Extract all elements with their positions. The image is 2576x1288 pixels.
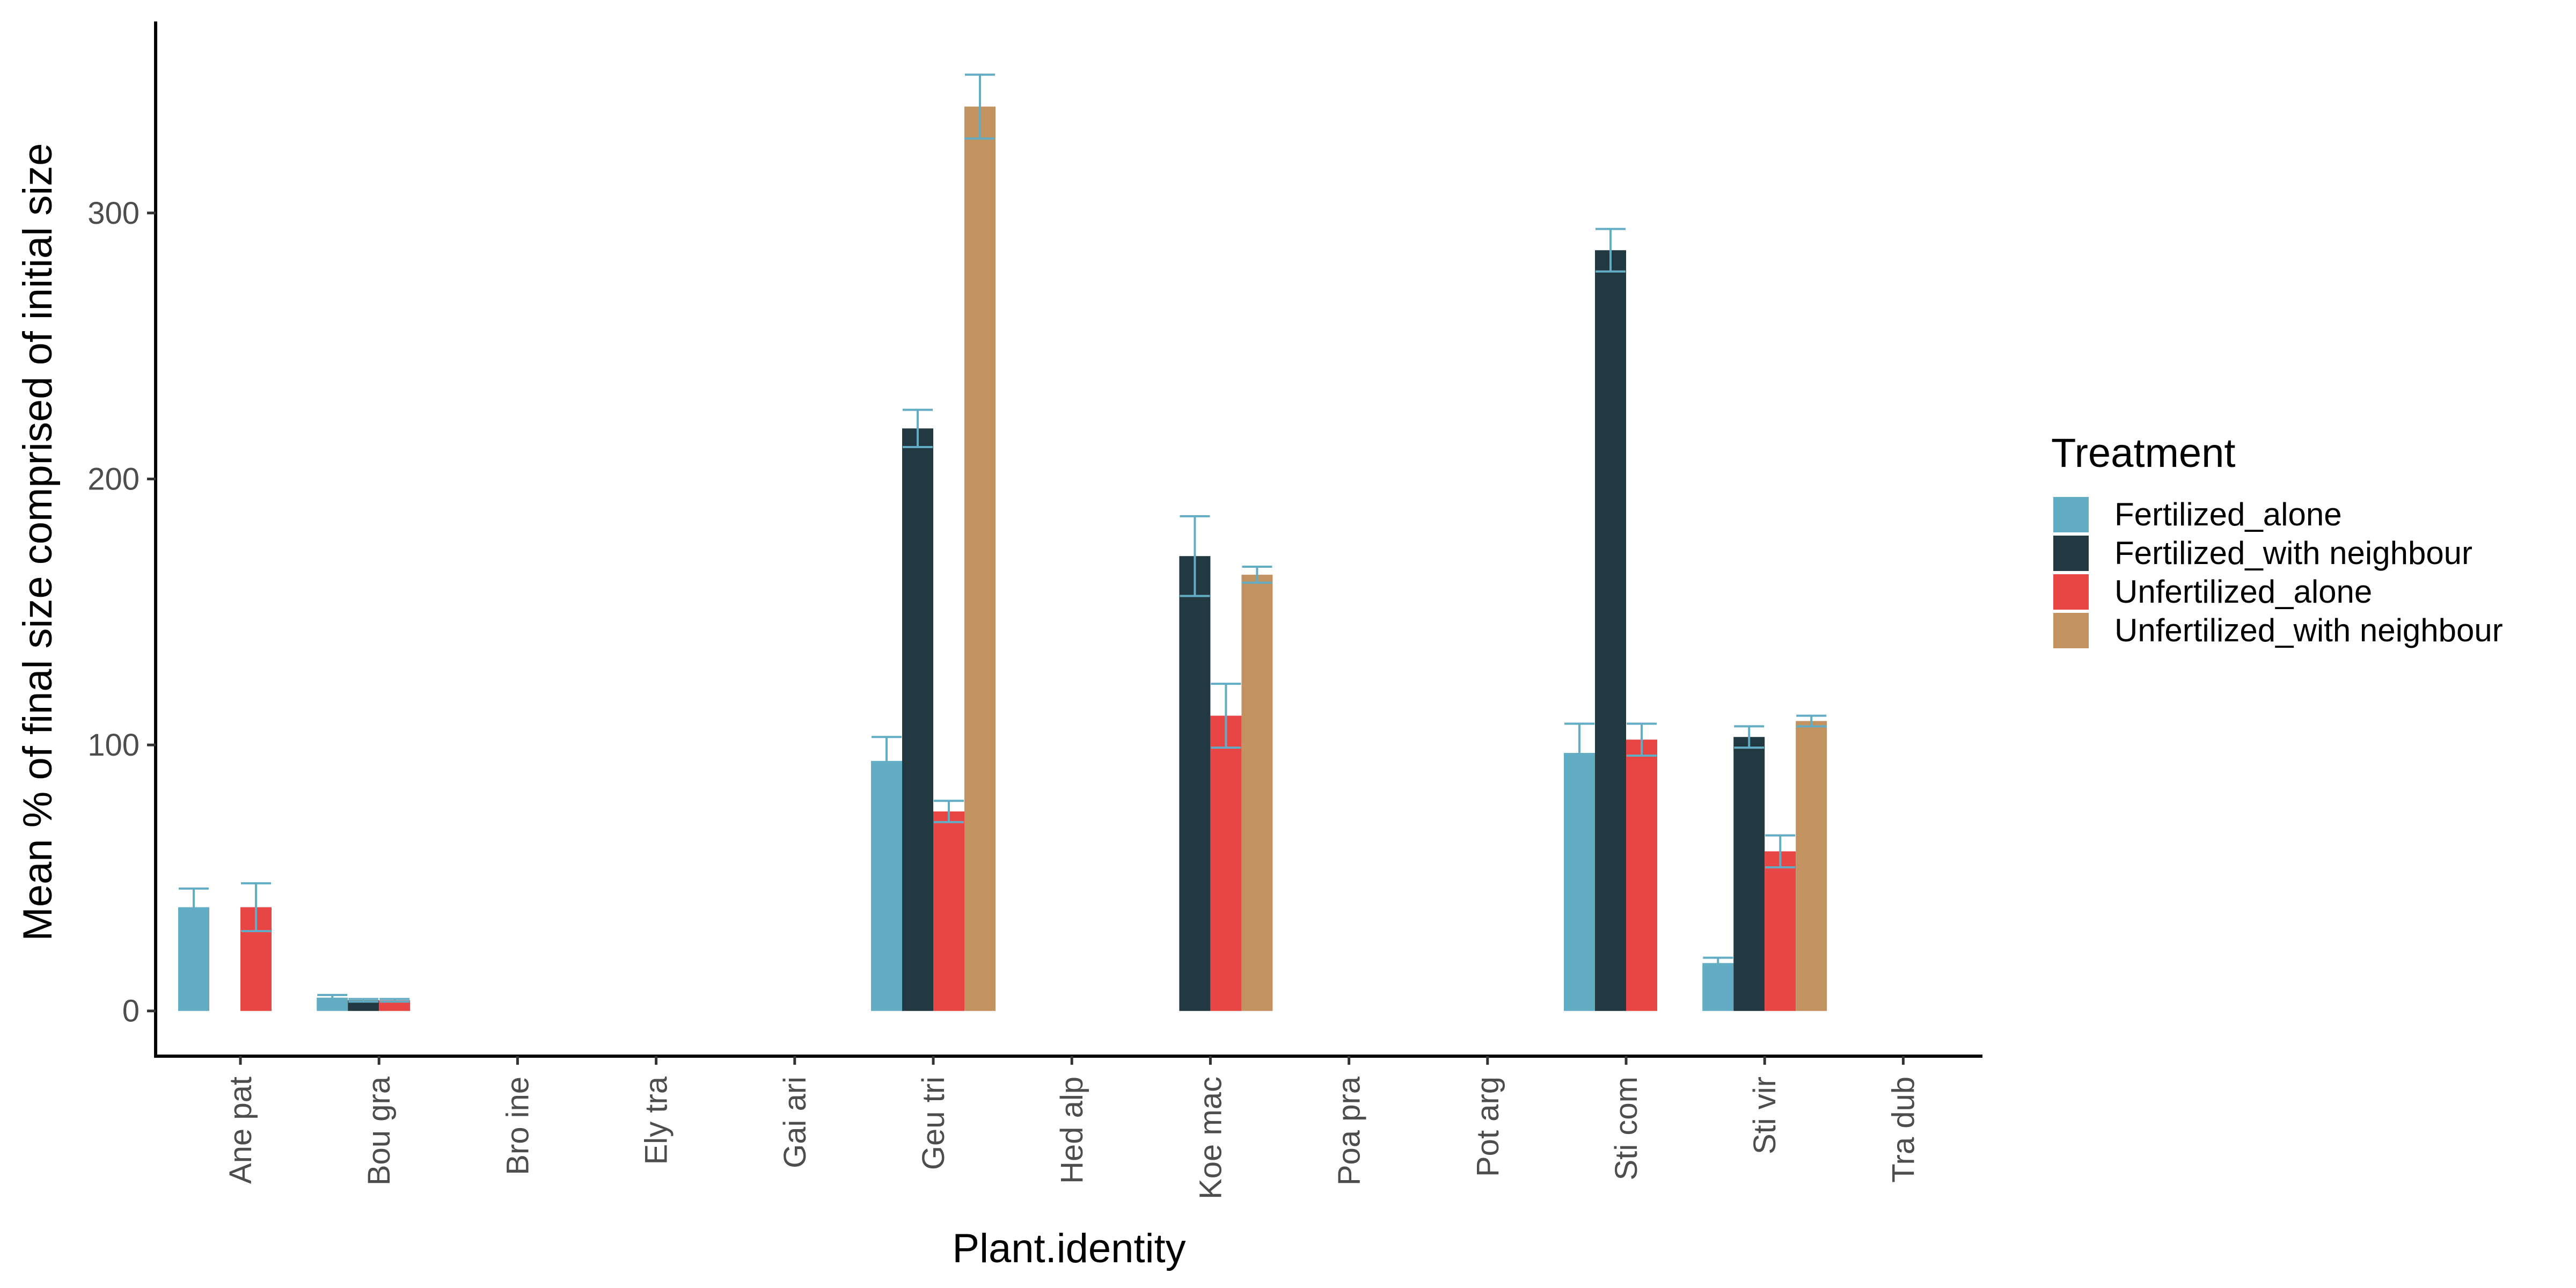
bar: [1595, 250, 1626, 1011]
legend-label: Unfertilized_with neighbour: [2114, 612, 2503, 648]
error-bar: [872, 736, 902, 786]
bar: [1179, 556, 1211, 1011]
bar: [871, 760, 902, 1011]
x-tick-label: Gai ari: [778, 1077, 813, 1168]
bar: [964, 106, 996, 1011]
error-bar: [1180, 515, 1210, 597]
bar: [1702, 963, 1734, 1011]
bar: [379, 1000, 411, 1011]
bar: [1626, 740, 1657, 1011]
error-bar: [1242, 566, 1272, 584]
error-bar: [1703, 956, 1733, 970]
bar: [933, 811, 964, 1011]
error-bar: [1564, 722, 1594, 784]
legend-key: [2053, 536, 2089, 571]
error-bar: [179, 887, 209, 927]
y-tick-label: 300: [87, 196, 140, 231]
y-axis-title: Mean % of final size comprised of initia…: [15, 143, 61, 941]
error-bar: [1211, 683, 1241, 749]
y-ticks-layer: 0 100 200 300: [87, 196, 156, 1029]
y-tick-label: 100: [87, 728, 140, 763]
legend-label: Fertilized_with neighbour: [2114, 535, 2472, 571]
error-bar: [903, 408, 933, 449]
legend-item: Unfertilized_with neighbour: [2053, 612, 2503, 648]
bar: [1241, 574, 1273, 1011]
bar: [1765, 851, 1796, 1011]
error-bar: [379, 998, 410, 1003]
x-tick-label: Pot arg: [1470, 1077, 1505, 1177]
x-tick-label: Sti com: [1609, 1077, 1644, 1180]
legend-item: Fertilized_alone: [2053, 496, 2342, 532]
y-tick-label: 0: [122, 994, 140, 1029]
error-bar: [1627, 722, 1657, 757]
legend-key: [2053, 497, 2089, 532]
error-bar: [348, 998, 379, 1003]
legend-label: Unfertilized_alone: [2114, 574, 2372, 610]
error-bar: [1596, 228, 1626, 273]
error-bar: [1765, 834, 1796, 869]
x-tick-label: Bou gra: [362, 1076, 397, 1185]
error-bars-layer: [179, 74, 1827, 1003]
x-tick-label: Poa pra: [1332, 1076, 1367, 1185]
x-tick-label: Ane pat: [223, 1077, 258, 1184]
x-tick-label: Tra dub: [1886, 1077, 1921, 1183]
bar: [1796, 721, 1827, 1011]
x-tick-label: Sti vir: [1747, 1077, 1782, 1154]
error-bar: [241, 882, 271, 933]
y-tick-label: 200: [87, 462, 140, 496]
legend: Treatment Fertilized_aloneFertilized_wit…: [2051, 430, 2503, 648]
legend-key: [2053, 574, 2089, 610]
bar: [1564, 752, 1595, 1011]
x-tick-label: Bro ine: [500, 1077, 535, 1175]
x-ticks-layer: Ane pat Bou gra Bro ine Ely tra Gai ari Geu t…: [223, 1056, 1921, 1199]
error-bar: [1796, 714, 1827, 728]
legend-key: [2053, 613, 2089, 648]
bar: [1733, 737, 1765, 1011]
x-tick-label: Hed alp: [1055, 1077, 1089, 1184]
legend-label: Fertilized_alone: [2114, 496, 2342, 532]
error-bar: [317, 994, 348, 1001]
bar: [348, 1000, 379, 1011]
x-axis-title: Plant.identity: [952, 1226, 1185, 1271]
bar: [1210, 715, 1242, 1011]
error-bar: [1734, 725, 1765, 749]
legend-item: Fertilized_with neighbour: [2053, 535, 2472, 571]
legend-title: Treatment: [2051, 430, 2236, 476]
x-tick-label: Koe mac: [1193, 1077, 1228, 1199]
x-tick-label: Geu tri: [916, 1077, 951, 1170]
bar: [902, 428, 933, 1011]
error-bar: [965, 74, 995, 140]
bars-layer: [178, 106, 1827, 1011]
legend-item: Unfertilized_alone: [2053, 574, 2372, 610]
error-bar: [934, 800, 964, 823]
x-tick-label: Ely tra: [639, 1076, 674, 1165]
